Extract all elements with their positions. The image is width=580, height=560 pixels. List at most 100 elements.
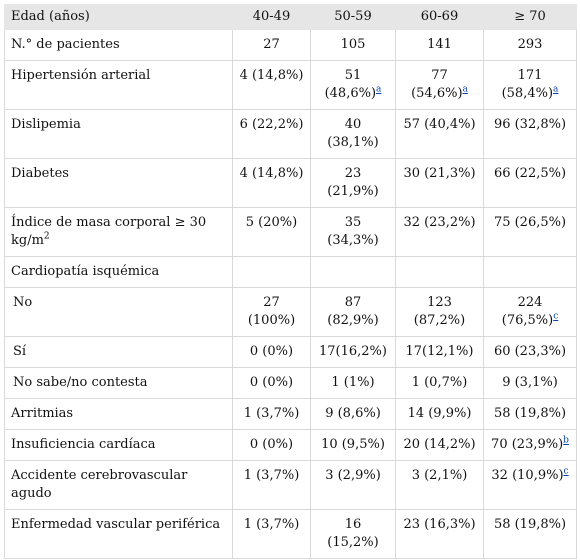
cell-value: 5 (20%) bbox=[245, 215, 298, 230]
data-cell: 293 bbox=[483, 29, 577, 61]
footnote-marker: b bbox=[563, 436, 569, 446]
data-cell: 1 (1%) bbox=[310, 367, 396, 399]
cell-value: 66 (22,5%) bbox=[493, 166, 567, 181]
cell-value: 27 (100%) bbox=[247, 295, 296, 328]
cell-value: 9 (8,6%) bbox=[325, 406, 381, 421]
cell-value: 40 (38,1%) bbox=[327, 117, 379, 150]
row-label: Cardiopatía isquémica bbox=[4, 256, 233, 288]
row-label-text: Arritmias bbox=[11, 406, 74, 421]
cell-value: 58 (19,8%) bbox=[493, 517, 567, 532]
table-row: Arritmias 1 (3,7%) 9 (8,6%) 14 (9,9%) 58 (19… bbox=[4, 398, 577, 430]
row-label-text: Sí bbox=[13, 344, 27, 359]
footnote-marker: a bbox=[463, 85, 468, 95]
data-cell: 20 (14,2%) bbox=[395, 429, 484, 461]
cell-value: 57 (40,4%) bbox=[403, 117, 476, 132]
cell-value: 0 (0%) bbox=[249, 344, 294, 359]
cell-value: 23 (21,9%) bbox=[327, 166, 379, 199]
cell-value: 96 (32,8%) bbox=[493, 117, 567, 132]
data-cell: 16 (15,2%) bbox=[310, 509, 396, 559]
header-cell-age: Edad (años) bbox=[4, 4, 233, 30]
data-cell: 4 (14,8%) bbox=[232, 60, 311, 110]
row-label: Arritmias bbox=[4, 398, 233, 430]
data-cell: 105 bbox=[310, 29, 396, 61]
data-cell: 96 (32,8%) bbox=[483, 109, 577, 159]
table-row: Cardiopatía isquémica bbox=[4, 256, 577, 288]
data-cell: 27 (100%) bbox=[232, 287, 311, 337]
data-cell: 35 (34,3%) bbox=[310, 207, 396, 257]
row-label-text: Dislipemia bbox=[11, 117, 81, 132]
header-cell-70-plus: ≥ 70 bbox=[483, 4, 577, 30]
data-cell: 30 (21,3%) bbox=[395, 158, 484, 208]
footnote-link[interactable]: a bbox=[376, 84, 382, 95]
header-cell-50-59: 50-59 bbox=[310, 4, 396, 30]
data-cell: 77 (54,6%)a bbox=[395, 60, 484, 110]
table-row: No sabe/no contesta 0 (0%) 1 (1%) 1 (0,7%) 9… bbox=[4, 367, 577, 399]
cell-value: 3 (2,9%) bbox=[325, 468, 381, 483]
data-cell: 87 (82,9%) bbox=[310, 287, 396, 337]
cell-value: 123 (87,2%) bbox=[413, 295, 466, 328]
footnote-link[interactable]: a bbox=[553, 84, 559, 95]
header-row: Edad (años) 40-49 50-59 60-69 ≥ 70 bbox=[4, 4, 577, 30]
data-cell: 6 (22,2%) bbox=[232, 109, 311, 159]
table-row: Dislipemia 6 (22,2%) 40 (38,1%) 57 (40,4%) 9… bbox=[4, 109, 577, 159]
data-cell bbox=[483, 256, 577, 288]
data-cell: 0 (0%) bbox=[232, 367, 311, 399]
row-label-text: Insuficiencia cardíaca bbox=[11, 437, 156, 452]
table-row: Sí 0 (0%) 17(16,2%) 17(12,1%) 60 (23,3%) bbox=[4, 336, 577, 368]
cell-value: 293 bbox=[517, 37, 543, 52]
table-row: Hipertensión arterial 4 (14,8%) 51 (48,6%)… bbox=[4, 60, 577, 110]
data-cell bbox=[310, 256, 396, 288]
cell-value: 9 (3,1%) bbox=[502, 375, 558, 390]
row-label: Dislipemia bbox=[4, 109, 233, 159]
footnote-link[interactable]: a bbox=[462, 84, 468, 95]
row-label: Diabetes bbox=[4, 158, 233, 208]
data-cell: 1 (3,7%) bbox=[232, 509, 311, 559]
footnote-link[interactable]: c bbox=[563, 466, 569, 477]
data-cell: 141 bbox=[395, 29, 484, 61]
table-body: N.° de pacientes 27 105 141 293 Hipertensión … bbox=[4, 29, 577, 559]
data-cell: 32 (23,2%) bbox=[395, 207, 484, 257]
header-cell-60-69: 60-69 bbox=[395, 4, 484, 30]
cell-value: 16 (15,2%) bbox=[327, 517, 379, 550]
data-cell: 5 (20%) bbox=[232, 207, 311, 257]
row-label-text: Hipertensión arterial bbox=[11, 68, 151, 83]
data-cell: 17(12,1%) bbox=[395, 336, 484, 368]
cell-value: 70 (23,9%) bbox=[491, 437, 564, 452]
data-cell: 58 (19,8%) bbox=[483, 509, 577, 559]
cell-value: 30 (21,3%) bbox=[403, 166, 476, 181]
cell-value: 14 (9,9%) bbox=[407, 406, 472, 421]
row-label: No bbox=[4, 287, 233, 337]
data-cell bbox=[395, 256, 484, 288]
data-cell: 224 (76,5%)c bbox=[483, 287, 577, 337]
row-label: Enfermedad vascular periférica bbox=[4, 509, 233, 559]
footnote-link[interactable]: c bbox=[553, 311, 559, 322]
data-cell: 51 (48,6%)a bbox=[310, 60, 396, 110]
cell-value: 0 (0%) bbox=[249, 375, 294, 390]
data-cell: 70 (23,9%)b bbox=[483, 429, 577, 461]
table-header: Edad (años) 40-49 50-59 60-69 ≥ 70 bbox=[4, 4, 577, 30]
cell-value: 60 (23,3%) bbox=[493, 344, 567, 359]
row-label: Insuficiencia cardíaca bbox=[4, 429, 233, 461]
cell-value: 1 (3,7%) bbox=[243, 517, 300, 532]
footnote-marker: c bbox=[553, 312, 558, 322]
cell-value: 1 (3,7%) bbox=[243, 406, 300, 421]
unit-superscript: 2 bbox=[43, 231, 50, 242]
cell-value: 77 (54,6%) bbox=[411, 68, 463, 101]
cell-value: 224 (76,5%) bbox=[501, 295, 554, 328]
row-label-text: Enfermedad vascular periférica bbox=[11, 517, 221, 532]
data-cell: 1 (3,7%) bbox=[232, 460, 311, 510]
cell-value: 6 (22,2%) bbox=[239, 117, 304, 132]
data-cell: 10 (9,5%) bbox=[310, 429, 396, 461]
row-label: Accidente cerebrovascular agudo bbox=[4, 460, 233, 510]
table-row: Enfermedad vascular periférica 1 (3,7%) 16… bbox=[4, 509, 577, 559]
data-cell: 14 (9,9%) bbox=[395, 398, 484, 430]
row-label: Índice de masa corporal ≥ 30 kg/m2 bbox=[4, 207, 233, 257]
data-cell: 9 (8,6%) bbox=[310, 398, 396, 430]
cell-value: 171 (58,4%) bbox=[501, 68, 554, 101]
table-row: Diabetes 4 (14,8%) 23 (21,9%) 30 (21,3%) 66 … bbox=[4, 158, 577, 208]
data-cell: 3 (2,9%) bbox=[310, 460, 396, 510]
footnote-link[interactable]: b bbox=[563, 435, 569, 446]
cell-value: 75 (26,5%) bbox=[493, 215, 567, 230]
data-cell: 3 (2,1%) bbox=[395, 460, 484, 510]
data-cell: 0 (0%) bbox=[232, 336, 311, 368]
